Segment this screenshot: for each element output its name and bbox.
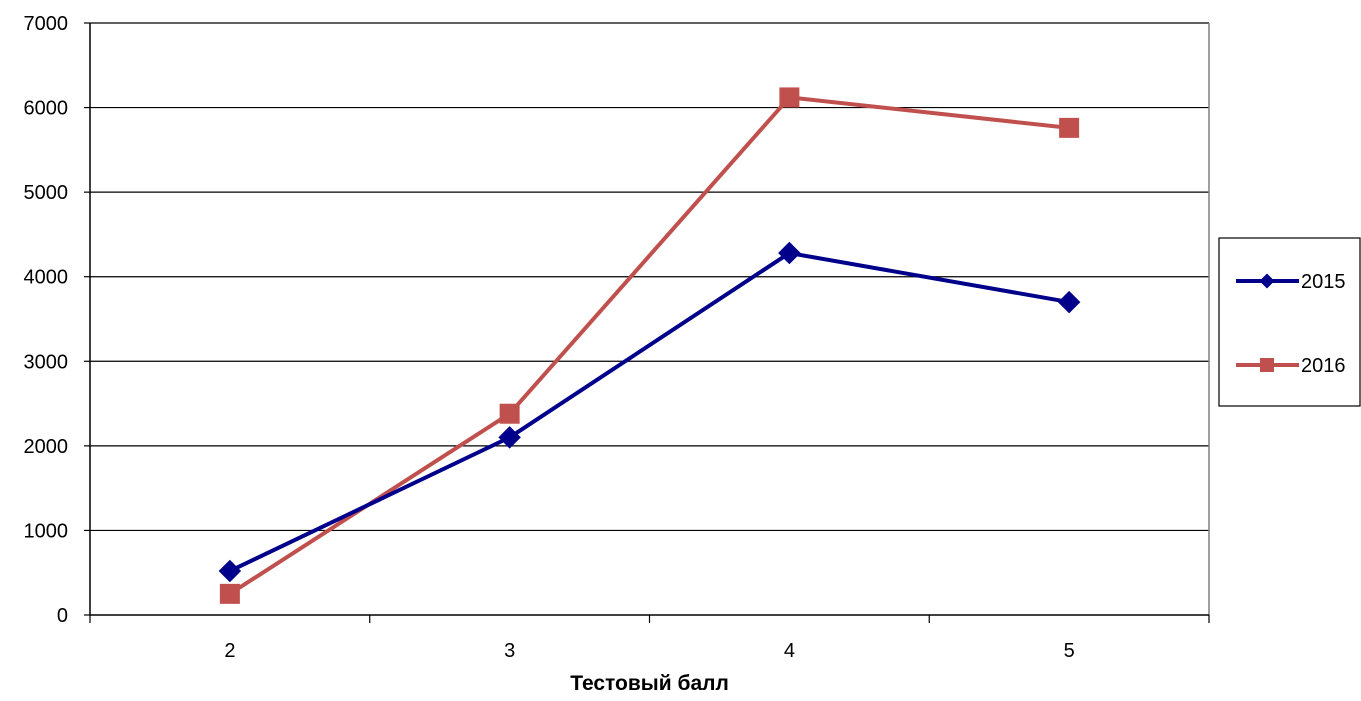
x-tick-label: 3 bbox=[504, 640, 515, 662]
legend-item-2015: 2015 bbox=[1236, 271, 1346, 293]
y-tick-label: 5000 bbox=[24, 182, 69, 204]
y-tick-label: 3000 bbox=[24, 351, 69, 373]
data-point-2015 bbox=[218, 559, 242, 583]
legend-item-2016: 2016 bbox=[1236, 355, 1346, 377]
data-point-2015 bbox=[778, 241, 801, 265]
legend-marker bbox=[1259, 273, 1275, 289]
data-point-2015 bbox=[1057, 290, 1081, 314]
legend-label: 2015 bbox=[1301, 271, 1346, 293]
series-line-2015 bbox=[229, 251, 1070, 573]
legend-box bbox=[1218, 237, 1361, 407]
y-tick-label: 0 bbox=[57, 605, 68, 627]
gridlines bbox=[90, 22, 1209, 532]
x-tick-label: 2 bbox=[224, 640, 235, 662]
x-axis-title: Тестовый балл bbox=[570, 672, 729, 695]
data-point-2016 bbox=[219, 583, 240, 604]
x-tick-label: 4 bbox=[784, 640, 795, 662]
y-tick-label: 4000 bbox=[24, 267, 69, 289]
data-point-2016 bbox=[779, 87, 800, 108]
y-tick-label: 6000 bbox=[24, 98, 69, 120]
data-point-2016 bbox=[1059, 117, 1080, 138]
y-tick-label: 7000 bbox=[24, 13, 69, 35]
x-tick-label: 5 bbox=[1064, 640, 1075, 662]
series-group bbox=[218, 87, 1081, 604]
axes: 0 1000 2000 3000 4000 5000 6000 7000 2 3 4 5 bbox=[24, 13, 1210, 662]
legend-label: 2016 bbox=[1301, 355, 1346, 377]
y-tick-label: 1000 bbox=[24, 520, 69, 542]
series-2015 bbox=[218, 241, 1081, 583]
legend-marker bbox=[1260, 358, 1274, 372]
data-point-2016 bbox=[499, 403, 520, 424]
y-tick-label: 2000 bbox=[24, 436, 69, 458]
data-point-2015 bbox=[498, 426, 521, 449]
legend: 2015 2016 bbox=[1218, 237, 1361, 407]
